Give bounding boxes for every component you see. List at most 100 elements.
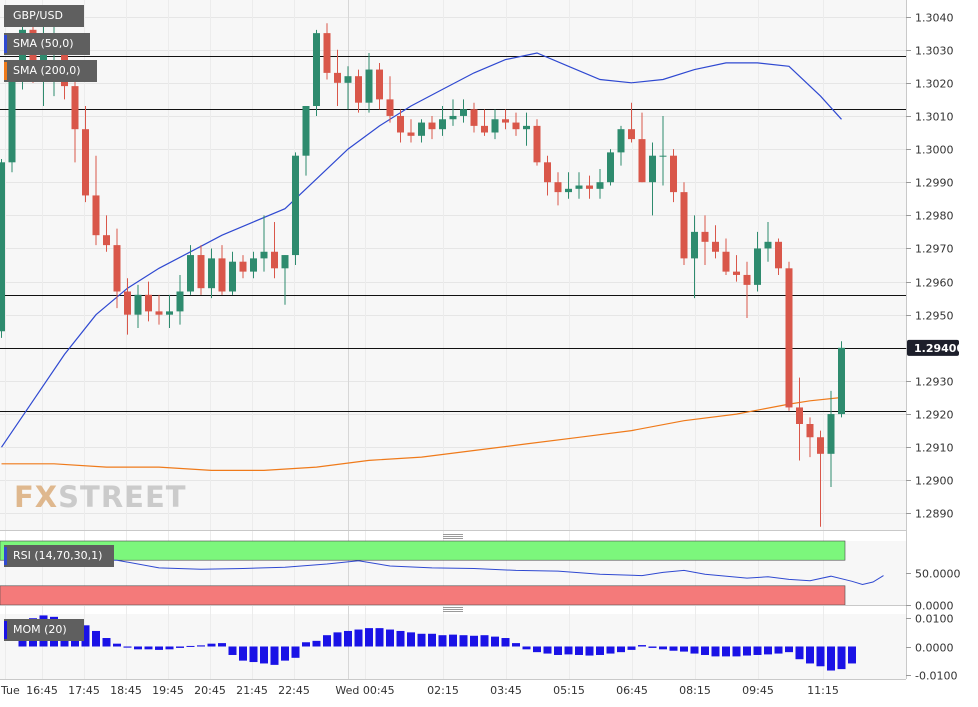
x-tick-label: 11:15	[807, 684, 839, 697]
momentum-bar	[102, 638, 111, 647]
rsi-line	[32, 558, 884, 586]
candle-bearish	[701, 231, 709, 242]
sma200-legend[interactable]: SMA (200,0)	[4, 60, 97, 82]
momentum-bar	[501, 638, 510, 647]
candle-bullish	[607, 152, 614, 183]
momentum-bar	[291, 646, 300, 658]
symbol-label: GBP/USD	[4, 5, 84, 27]
momentum-bar	[774, 646, 783, 654]
momentum-bar	[123, 646, 132, 648]
momentum-bar	[848, 646, 856, 664]
candle-bullish	[8, 72, 16, 163]
candle-bearish	[124, 291, 131, 315]
momentum-bar	[207, 643, 216, 647]
y-tick-label: 1.3020	[915, 78, 954, 91]
x-tick-label: 21:45	[236, 684, 268, 697]
candle-bullish	[691, 231, 698, 259]
candle-bullish	[838, 347, 845, 415]
candle-bearish	[376, 69, 383, 100]
x-tick-label: 06:45	[616, 684, 648, 697]
momentum-bar	[81, 625, 90, 647]
candle-bearish	[533, 125, 541, 163]
mom-legend[interactable]: MOM (20)	[4, 619, 84, 641]
momentum-bar	[827, 646, 835, 671]
momentum-bar	[564, 646, 573, 655]
momentum-bar	[260, 646, 268, 664]
x-tick-label: 22:45	[278, 684, 310, 697]
momentum-bar	[249, 646, 258, 663]
rsi-legend[interactable]: RSI (14,70,30,1)	[4, 545, 114, 567]
candle-bullish	[208, 258, 215, 289]
candle-bearish	[481, 125, 488, 133]
momentum-bar	[375, 628, 384, 647]
candle-bullish	[0, 162, 5, 332]
y-tick-label: 1.3030	[915, 45, 954, 58]
candle-bearish	[785, 268, 793, 408]
momentum-bar	[806, 646, 814, 664]
mom-color-swatch	[4, 621, 7, 639]
momentum-bar	[459, 635, 468, 647]
current-price-label: 1.29400	[914, 342, 964, 355]
momentum-bar	[155, 646, 163, 650]
candle-bearish	[796, 407, 803, 424]
x-tick-label: Tue	[0, 684, 20, 697]
momentum-bar	[438, 635, 447, 647]
momentum-bar	[722, 646, 730, 657]
x-tick-label: 17:45	[68, 684, 100, 697]
y-tick-label: 1.2930	[915, 376, 954, 389]
candle-bullish	[617, 129, 625, 153]
momentum-bar	[144, 646, 153, 650]
candle-bearish	[239, 261, 247, 272]
momentum-bar	[270, 646, 279, 665]
y-tick-label: 1.2980	[915, 210, 954, 223]
momentum-bar	[302, 642, 310, 647]
candle-bearish	[502, 119, 509, 123]
momentum-bar	[354, 629, 363, 647]
momentum-bar	[281, 646, 289, 661]
sma50-line	[1, 52, 842, 448]
momentum-bar	[396, 630, 405, 647]
momentum-bar	[596, 646, 604, 655]
momentum-bar	[753, 646, 762, 655]
sma50-legend[interactable]: SMA (50,0)	[4, 33, 90, 55]
momentum-bar	[239, 646, 247, 661]
candle-bearish	[197, 255, 205, 289]
momentum-bar	[575, 646, 583, 655]
momentum-bar	[732, 646, 741, 657]
y-tick-label: 1.2900	[915, 475, 954, 488]
candle-bearish	[355, 76, 362, 103]
candle-bearish	[817, 437, 824, 454]
candle-bullish	[523, 125, 530, 130]
momentum-bar	[627, 646, 636, 650]
y-tick-label: 1.2970	[915, 243, 954, 256]
momentum-bar	[312, 640, 321, 647]
candle-bullish	[134, 294, 142, 315]
momentum-bar	[134, 646, 142, 650]
momentum-bar	[711, 646, 720, 657]
y-tick-label: 1.2920	[915, 409, 954, 422]
momentum-bar	[491, 636, 499, 647]
candle-bullish	[827, 414, 835, 454]
x-tick-label: 19:45	[152, 684, 184, 697]
current-price-tag	[907, 339, 959, 356]
candle-bearish	[334, 72, 341, 83]
candle-bearish	[113, 245, 121, 292]
candle-bearish	[428, 122, 436, 130]
mom-y-tick-label: 0.0100	[915, 613, 954, 626]
y-tick-label: 1.2990	[915, 177, 954, 190]
candle-bullish	[260, 251, 268, 259]
candle-bearish	[544, 162, 551, 183]
rsi-y-tick-label: 50.0000	[915, 568, 961, 581]
candle-bearish	[323, 33, 331, 73]
sma50-color-swatch	[4, 35, 7, 53]
x-tick-label: 09:45	[742, 684, 774, 697]
candle-bearish	[554, 182, 562, 193]
momentum-bar	[344, 630, 352, 647]
momentum-bar	[386, 629, 394, 647]
candle-bullish	[649, 155, 656, 183]
y-tick-label: 1.2910	[915, 442, 954, 455]
candle-bullish	[449, 115, 457, 120]
candle-bearish	[806, 424, 814, 438]
candle-bearish	[628, 129, 635, 140]
candle-bullish	[491, 119, 499, 133]
